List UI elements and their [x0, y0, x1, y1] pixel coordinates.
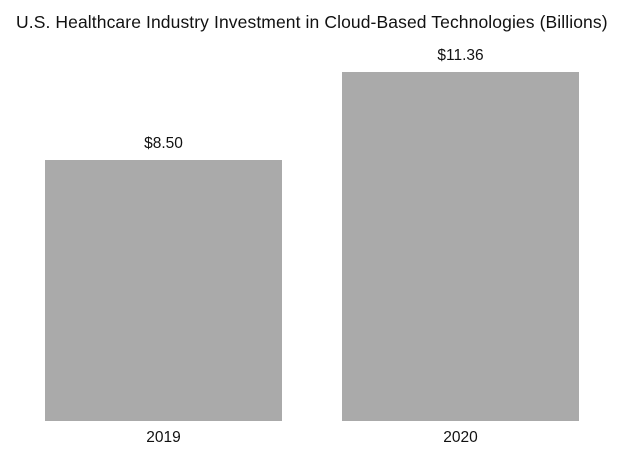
value-label-2020: $11.36: [437, 47, 484, 64]
category-label-2019: 2019: [146, 429, 181, 446]
chart-title: U.S. Healthcare Industry Investment in C…: [16, 12, 608, 32]
bar-2019: [45, 160, 282, 421]
category-label-2020: 2020: [443, 429, 478, 446]
bar-2020: [342, 72, 579, 421]
value-label-2019: $8.50: [144, 135, 183, 152]
